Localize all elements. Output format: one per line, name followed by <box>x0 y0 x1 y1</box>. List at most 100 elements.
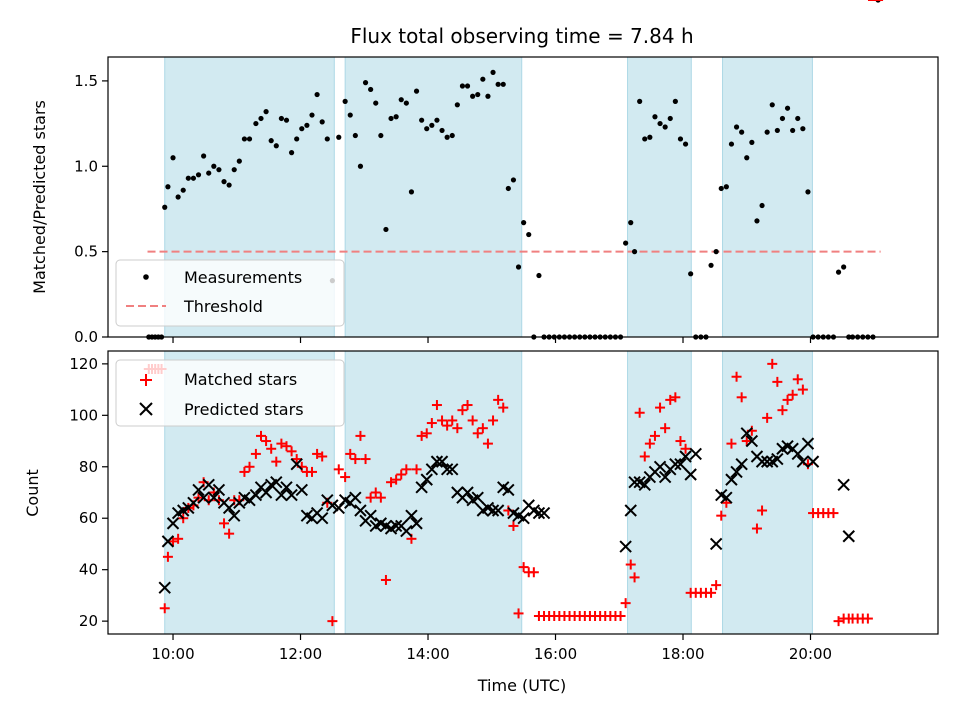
measurement-point <box>677 136 684 142</box>
matched-stars-point <box>266 443 277 454</box>
matched-stars-point <box>828 508 839 519</box>
counts-y-tick-label: 60 <box>79 509 98 527</box>
counts-shaded-period-3 <box>722 350 813 635</box>
matched-stars-point <box>680 443 691 454</box>
predicted-stars-point <box>720 491 733 504</box>
matched-stars-point <box>250 448 261 459</box>
measurement-point <box>470 93 476 99</box>
measurement-point <box>195 172 202 178</box>
measurement-point <box>408 189 415 195</box>
ratio-y-tick-label: 1.5 <box>74 72 98 90</box>
measurement-point <box>165 184 171 190</box>
measurement-point <box>283 117 290 123</box>
matched-stars-point <box>375 492 386 503</box>
measurement-point <box>805 189 811 195</box>
measurement-point <box>790 127 796 134</box>
measurement-point <box>383 226 389 233</box>
measurement-point <box>759 202 765 209</box>
measurement-point <box>253 120 259 127</box>
measurement-point <box>314 91 320 98</box>
matched-stars-point <box>350 454 361 465</box>
measurement-point <box>180 187 186 193</box>
counts-shaded-period-2 <box>627 350 692 635</box>
predicted-stars-point <box>430 455 444 468</box>
predicted-stars-point <box>745 434 759 448</box>
predicted-stars-point <box>669 457 682 471</box>
measurement-point <box>631 249 638 255</box>
x-tick-label: 14:00 <box>406 645 449 663</box>
matched-stars-point <box>792 374 803 385</box>
x-tick-label: 16:00 <box>534 645 577 663</box>
ratio-x-tick-marks <box>172 337 812 343</box>
predicted-stars-point <box>295 483 309 497</box>
predicted-stars-point <box>679 450 692 463</box>
predicted-stars-point <box>222 501 236 515</box>
matched-stars-point <box>528 567 539 578</box>
measurement-point <box>175 194 181 200</box>
matched-stars-point <box>493 394 504 405</box>
measurement-point <box>835 269 842 275</box>
matched-stars-point <box>452 423 463 434</box>
matched-stars-point <box>219 518 230 529</box>
matched-stars-point <box>306 466 317 477</box>
predicted-stars-point <box>405 509 418 522</box>
measurement-point <box>682 141 689 147</box>
matched-stars-point <box>629 572 640 583</box>
matched-stars-point <box>716 510 727 521</box>
predicted-stars-point <box>187 496 200 509</box>
matched-stars-point <box>482 438 493 449</box>
predicted-stars-point <box>197 491 210 504</box>
matched-stars-point <box>281 441 292 452</box>
chart-title: Flux total observing time = 7.84 h <box>350 24 693 48</box>
ratio-y-tick-label: 1.0 <box>74 157 98 175</box>
measurement-point <box>424 126 430 132</box>
measurement-point <box>362 80 369 86</box>
x-tick-label: 12:00 <box>279 645 322 663</box>
predicted-stars-point <box>440 463 454 476</box>
predicted-stars-point <box>638 478 651 491</box>
predicted-stars-point <box>674 457 687 471</box>
measurement-point <box>216 167 222 173</box>
measurement-point <box>373 100 379 106</box>
matched-stars-point <box>370 487 381 498</box>
predicted-stars-point <box>280 481 293 494</box>
matched-stars-point <box>340 472 351 483</box>
predicted-stars-point <box>740 427 753 440</box>
predicted-stars-point <box>532 506 546 520</box>
predicted-stars-point <box>653 460 667 473</box>
measurement-point <box>439 127 445 134</box>
measurement-point <box>723 184 729 190</box>
measurement-point <box>368 86 374 93</box>
counts-y-axis-label: Count <box>23 469 42 517</box>
matched-stars-point <box>777 405 788 416</box>
predicted-stars-series <box>158 427 855 594</box>
measurement-point <box>495 81 501 87</box>
matched-stars-point <box>286 446 297 457</box>
matched-stars-point <box>675 436 686 447</box>
measurement-point <box>246 136 253 142</box>
measurements-legend-marker <box>143 274 149 280</box>
matched-stars-point <box>644 438 655 449</box>
counts-panel: 20 40 60 80 100 120 10:00 12:00 14:00 16:00 18:00… <box>23 0 939 695</box>
predicted-stars-point <box>202 478 215 491</box>
measurement-point <box>434 117 440 123</box>
matched-stars-point <box>396 469 407 480</box>
measurement-point <box>263 109 269 115</box>
ratio-shaded-period-2 <box>627 56 692 338</box>
matched-stars-point <box>711 580 722 591</box>
predicted-stars-point <box>315 512 329 525</box>
predicted-stars-point <box>624 504 637 517</box>
predicted-stars-point <box>389 519 403 533</box>
matched-stars-point <box>442 420 453 431</box>
measurement-point <box>352 132 358 139</box>
measurement-point <box>769 102 775 108</box>
measurement-point <box>190 175 197 181</box>
ratio-shaded-periods <box>164 56 813 338</box>
matched-stars-point <box>411 464 422 475</box>
measurement-point <box>733 124 740 130</box>
matched-stars-point <box>312 448 323 459</box>
counts-axes-frame <box>107 350 939 635</box>
matched-stars-point <box>639 451 650 462</box>
ratio-panel: 0.0 0.5 1.0 1.5 Matched/Predicted stars Mea… <box>30 0 939 346</box>
